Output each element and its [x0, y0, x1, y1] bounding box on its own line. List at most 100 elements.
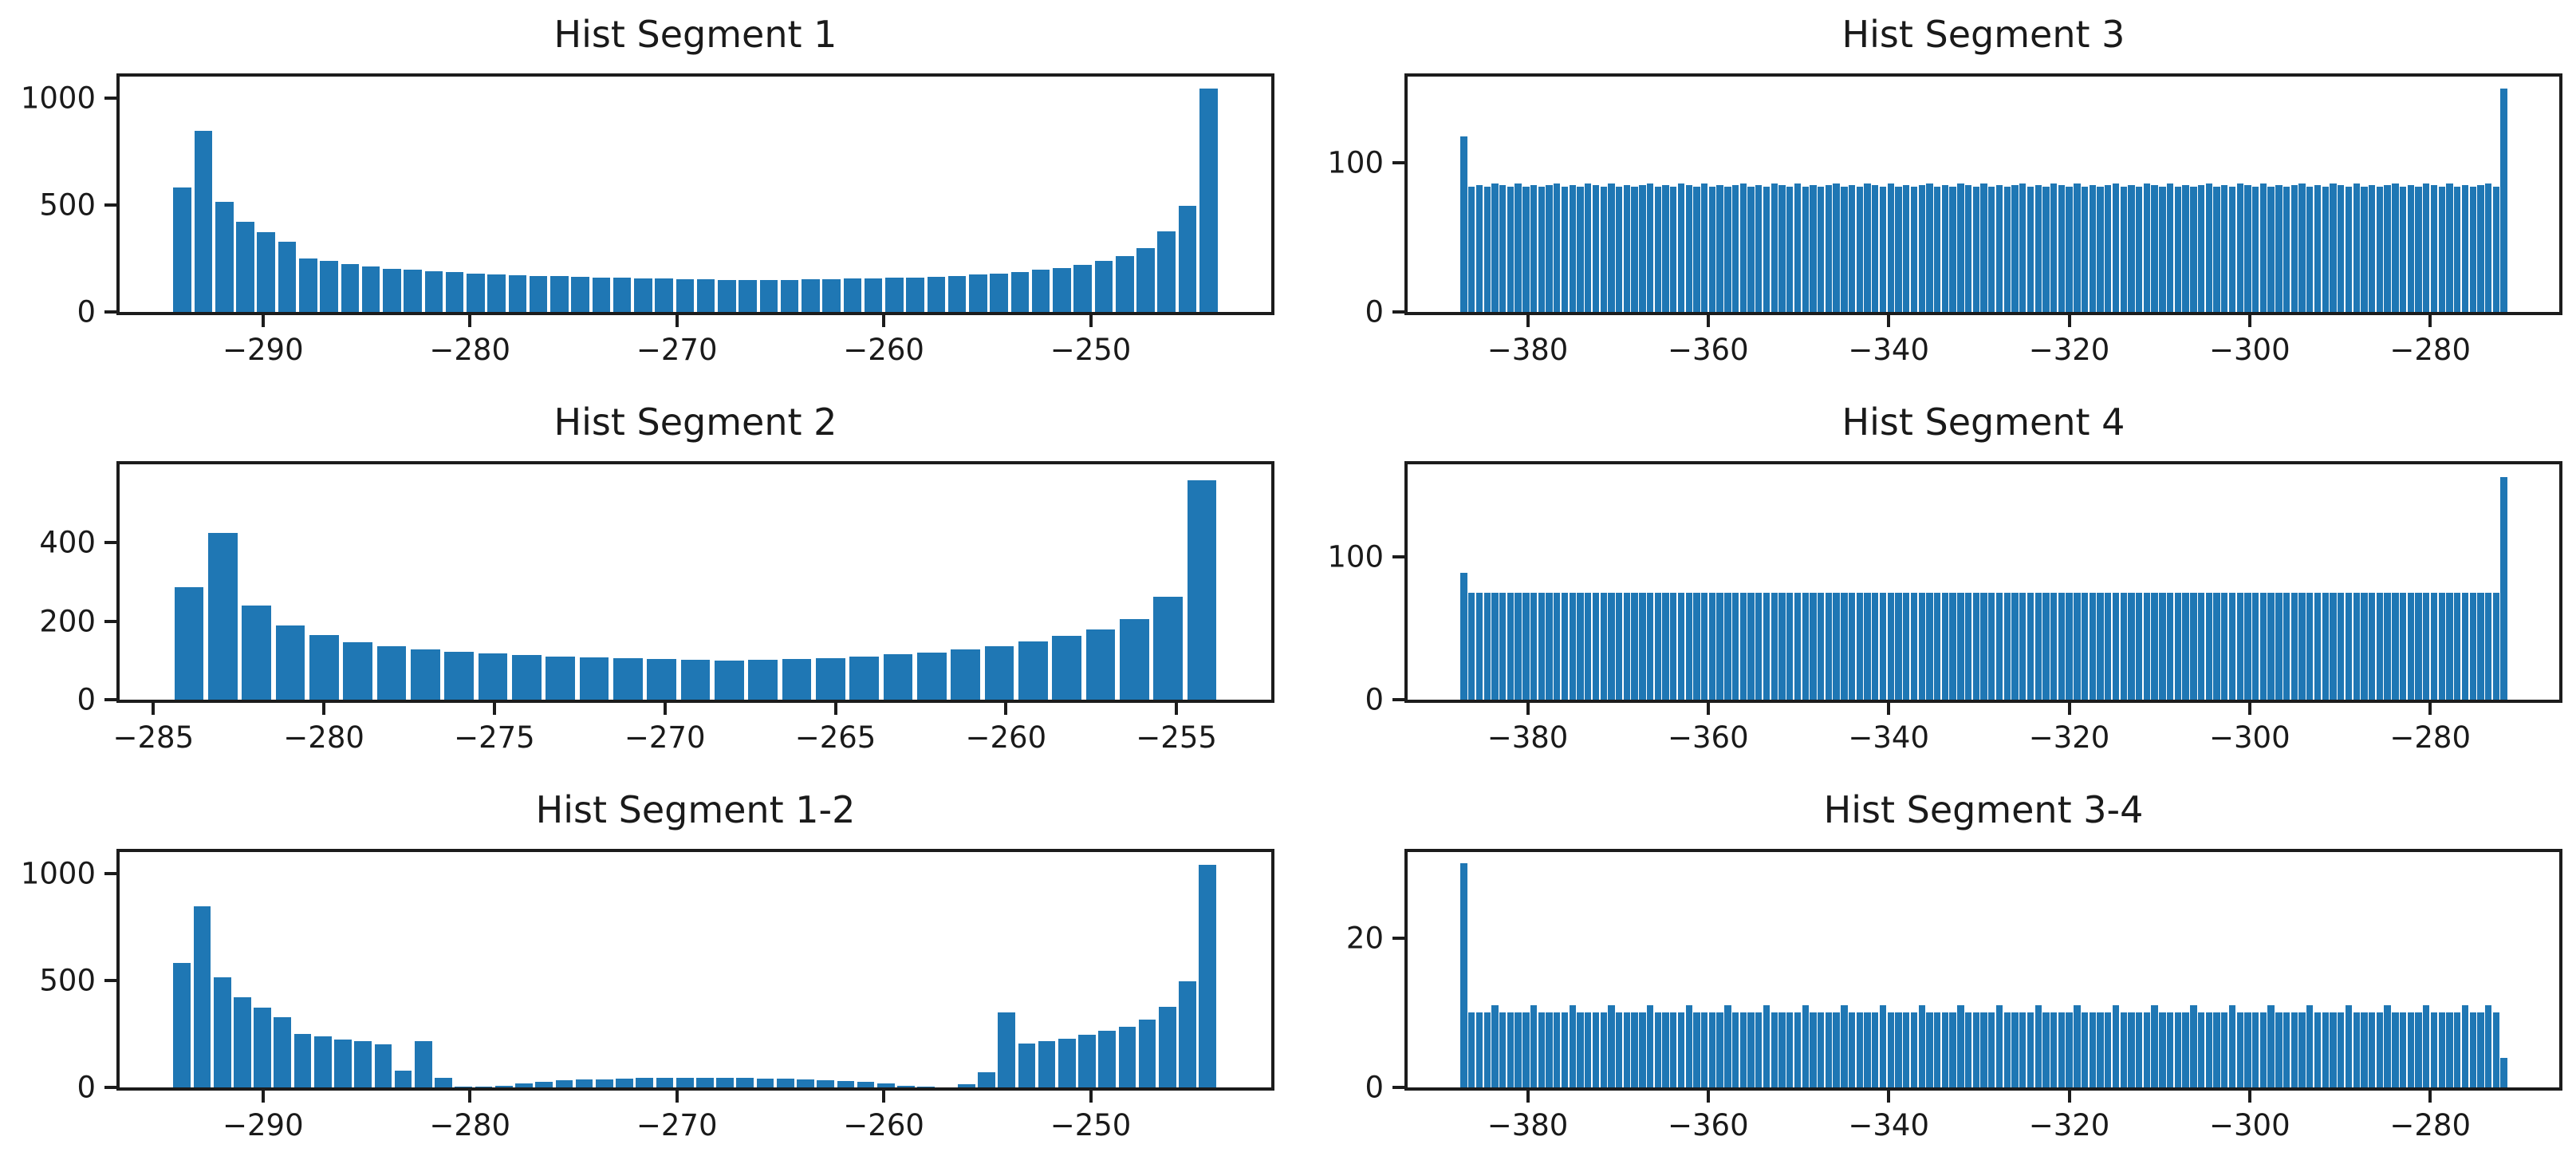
x-axis-tick-label: −290 [222, 1108, 304, 1142]
histogram-bar [1662, 592, 1669, 700]
x-axis-tick-label: −285 [112, 720, 195, 755]
histogram-bar [1995, 185, 2003, 312]
histogram-bar [1654, 187, 1661, 312]
histogram-bar [864, 278, 883, 312]
histogram-bar [2259, 183, 2267, 312]
histogram-bar [780, 279, 799, 312]
histogram-bar [1538, 592, 1545, 700]
x-axis-tick-label: −340 [1848, 1108, 1929, 1142]
histogram-bar [2011, 592, 2019, 700]
histogram-bar [2089, 185, 2096, 312]
histogram-bar [1592, 1012, 1600, 1087]
histogram-bar [2283, 592, 2290, 700]
x-axis-tick-label: −280 [2389, 1108, 2471, 1142]
histogram-bar [1546, 1012, 1553, 1087]
histogram-bar [2361, 1012, 2368, 1087]
histogram-bar [2407, 1012, 2415, 1087]
histogram-bar [1460, 136, 1467, 312]
histogram-bar [1018, 1043, 1036, 1087]
x-axis-tick-mark [468, 315, 472, 327]
histogram-bar [2197, 1012, 2205, 1087]
histogram-bar [2205, 1012, 2212, 1087]
y-axis-tick-mark [1392, 310, 1404, 314]
histogram-bar [2338, 1012, 2345, 1087]
histogram-bar [1972, 187, 1979, 312]
histogram-bar [515, 1083, 533, 1087]
histogram-bar [512, 655, 542, 700]
histogram-bar [2430, 1012, 2438, 1087]
histogram-bar [2174, 187, 2182, 312]
histogram-bar [1910, 1012, 1918, 1087]
histogram-bar [2174, 1012, 2182, 1087]
x-axis-tick-mark [1089, 315, 1093, 327]
histogram-bar [857, 1082, 875, 1087]
histogram-bar [2392, 183, 2399, 312]
x-axis-tick-mark [2428, 1091, 2432, 1103]
histogram-bar [1094, 261, 1113, 312]
histogram-bar [2097, 1012, 2104, 1087]
histogram-bar [1879, 592, 1887, 700]
histogram-bar [782, 659, 812, 700]
histogram-bar [1786, 1012, 1794, 1087]
histogram-bar [696, 279, 715, 312]
histogram-bar [1708, 1012, 1716, 1087]
histogram-bar [215, 202, 234, 312]
histogram-bar [759, 279, 778, 312]
histogram-bar [2166, 1012, 2174, 1087]
x-axis-tick-mark [2067, 1091, 2071, 1103]
histogram-bar [1592, 592, 1600, 700]
x-axis-tick-mark [492, 703, 496, 715]
histogram-bar [1903, 1012, 1910, 1087]
histogram-bar [2034, 1004, 2042, 1087]
histogram-bar [1833, 183, 1840, 312]
y-axis-tick-label: 100 [1327, 145, 1384, 180]
histogram-bar [1615, 1012, 1623, 1087]
histogram-bar [2330, 592, 2337, 700]
histogram-bar [2330, 1012, 2337, 1087]
x-axis-tick-mark [1526, 703, 1530, 715]
histogram-bar [2151, 185, 2158, 312]
histogram-bar [444, 652, 474, 700]
histogram-bar [1794, 592, 1802, 700]
histogram-bar [2221, 592, 2228, 700]
histogram-bar [1499, 1012, 1507, 1087]
histogram-bar [2423, 592, 2430, 700]
histogram-bar [1818, 187, 1825, 312]
histogram-bar [739, 279, 757, 312]
histogram-bar [2112, 183, 2120, 312]
histogram-bar [1554, 1012, 1561, 1087]
x-axis-tick-mark [2247, 315, 2251, 327]
histogram-bar [2027, 187, 2034, 312]
y-axis-tick-mark [104, 1086, 116, 1089]
histogram-bar [2252, 592, 2259, 700]
histogram-bar [2461, 185, 2469, 312]
histogram-bar [1554, 183, 1561, 312]
y-axis-tick-mark [104, 203, 116, 207]
histogram-bar [676, 1077, 694, 1087]
histogram-bar [1794, 1012, 1802, 1087]
histogram-bar [1483, 1012, 1491, 1087]
histogram-bar [1747, 187, 1755, 312]
histogram-bar [1585, 183, 1592, 312]
histogram-bar [354, 1041, 372, 1087]
histogram-bar [1577, 592, 1584, 700]
histogram-bar [213, 977, 231, 1087]
histogram-bar [2392, 592, 2399, 700]
histogram-bar [1848, 185, 1856, 312]
histogram-bar [1031, 270, 1050, 312]
y-axis-tick-label: 0 [77, 1070, 96, 1105]
histogram-bar [1577, 187, 1584, 312]
chart-title-segment-2: Hist Segment 2 [553, 400, 837, 444]
histogram-bar [676, 278, 695, 312]
histogram-bar [2461, 592, 2469, 700]
histogram-bar [1995, 1004, 2003, 1087]
panel-hist-segment-2: Hist Segment 2 0 200 400 −285 −280 −275 −270 −2… [0, 388, 1288, 775]
x-axis-tick-label: −300 [2208, 1108, 2290, 1142]
x-axis-tick-mark [261, 1091, 265, 1103]
histogram-bar [1918, 1004, 1925, 1087]
x-axis-tick-mark [882, 315, 886, 327]
y-axis-tick-mark [104, 619, 116, 623]
histogram-bar [1786, 592, 1794, 700]
histogram-bar [1561, 592, 1569, 700]
histogram-bar [592, 277, 611, 312]
